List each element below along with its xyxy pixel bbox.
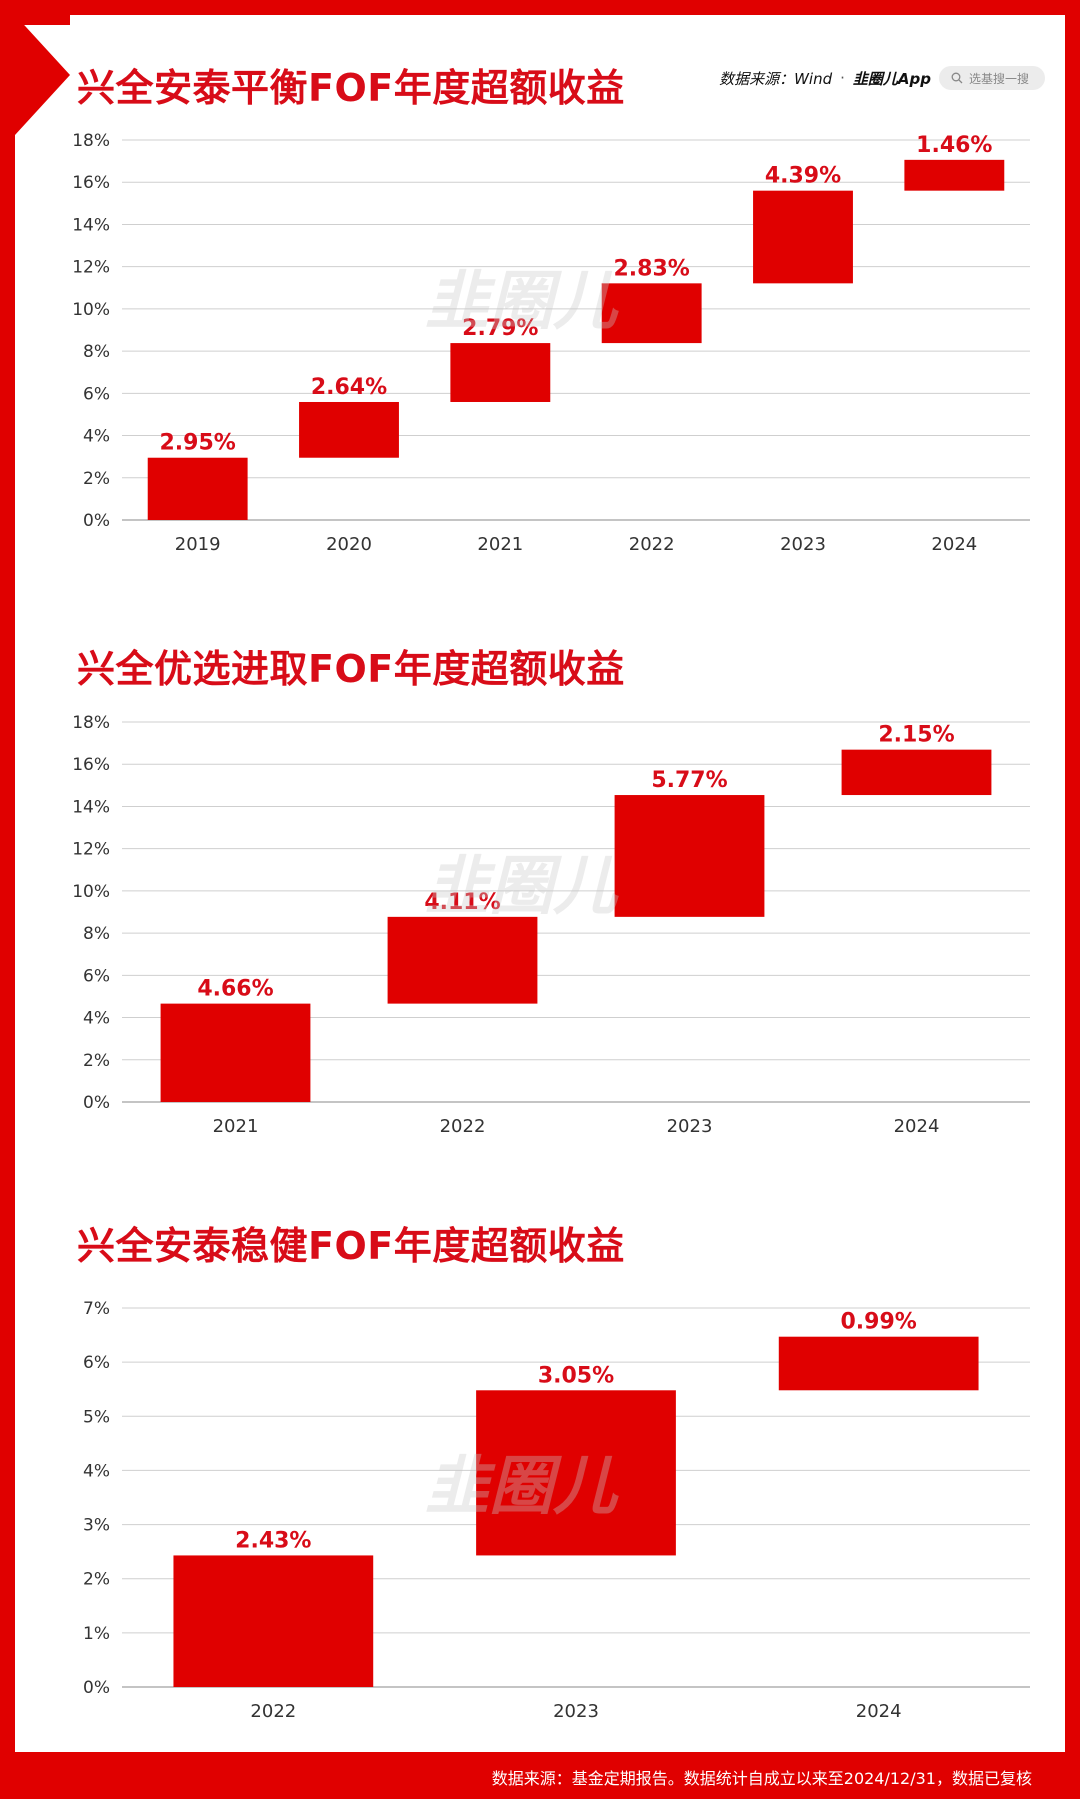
y-tick-label: 10% xyxy=(72,882,110,902)
chart-3: 0% 1% 2% 3% 4% 5% 6% 7% 2.43% 2022 3.05% 2023 0.99% 2… xyxy=(83,1299,1030,1722)
y-tick-label: 14% xyxy=(72,797,110,817)
search-icon xyxy=(951,72,963,84)
y-tick-label: 7% xyxy=(83,1299,110,1319)
waterfall-bar xyxy=(173,1555,374,1687)
y-tick-label: 4% xyxy=(83,427,110,447)
waterfall-bar xyxy=(778,1336,979,1391)
y-tick-label: 16% xyxy=(72,173,110,193)
waterfall-bar xyxy=(753,190,853,284)
y-tick-label: 3% xyxy=(83,1516,110,1536)
bar-value-label: 4.66% xyxy=(197,977,273,1002)
chart-2-title: 兴全优选进取FOF年度超额收益 xyxy=(77,647,625,691)
x-category-label: 2024 xyxy=(931,534,977,555)
waterfall-bar xyxy=(476,1390,676,1556)
x-category-label: 2024 xyxy=(856,1701,902,1722)
y-tick-label: 0% xyxy=(83,511,110,531)
y-tick-label: 1% xyxy=(83,1624,110,1644)
y-tick-label: 16% xyxy=(72,755,110,775)
waterfall-bar xyxy=(614,795,765,917)
source-text: 数据来源：Wind xyxy=(719,69,833,88)
y-tick-label: 12% xyxy=(72,840,110,860)
y-tick-label: 10% xyxy=(72,300,110,320)
x-category-label: 2023 xyxy=(553,1701,599,1722)
x-category-label: 2023 xyxy=(667,1116,713,1137)
chart-1-title: 兴全安泰平衡FOF年度超额收益 xyxy=(77,66,625,110)
chart-2: 0% 2% 4% 6% 8% 10% 12% 14% 16% 18% 4.66% 2021 4.11% 2… xyxy=(72,713,1030,1137)
content-panel: 数据来源：Wind · 韭圈儿App 选基搜一搜 兴全安泰平衡FOF年度超额收益… xyxy=(15,15,1065,1752)
waterfall-bar xyxy=(147,457,248,520)
bar-value-label: 2.15% xyxy=(878,723,954,748)
bar-value-label: 2.64% xyxy=(311,375,387,400)
chart-3-title: 兴全安泰稳健FOF年度超额收益 xyxy=(77,1224,625,1268)
waterfall-bar xyxy=(299,401,399,458)
y-tick-label: 14% xyxy=(72,215,110,235)
x-category-label: 2019 xyxy=(175,534,221,555)
bar-value-label: 4.39% xyxy=(765,164,841,189)
search-placeholder: 选基搜一搜 xyxy=(968,71,1029,86)
bar-value-label: 5.77% xyxy=(651,768,727,793)
y-tick-label: 0% xyxy=(83,1678,110,1698)
y-tick-label: 12% xyxy=(72,258,110,278)
bar-value-label: 2.79% xyxy=(462,316,538,341)
x-category-label: 2020 xyxy=(326,534,372,555)
y-tick-label: 18% xyxy=(72,713,110,733)
x-category-label: 2021 xyxy=(213,1116,259,1137)
bar-value-label: 4.11% xyxy=(424,890,500,915)
corner-arrow-decoration xyxy=(15,15,70,135)
y-tick-label: 8% xyxy=(83,924,110,944)
waterfall-bar xyxy=(904,159,1005,191)
x-category-label: 2022 xyxy=(629,534,675,555)
footer-note: 数据来源：基金定期报告。数据统计自成立以来至2024/12/31，数据已复核 xyxy=(491,1769,1032,1788)
waterfall-bar xyxy=(450,343,551,402)
bar-value-label: 2.95% xyxy=(160,431,236,456)
bar-value-label: 0.99% xyxy=(841,1310,917,1335)
y-tick-label: 2% xyxy=(83,1570,110,1590)
chart-1: 0% 2% 4% 6% 8% 10% 12% 14% 16% 18% 2.95% 2019 2.64% 2… xyxy=(72,131,1030,555)
y-tick-label: 2% xyxy=(83,469,110,489)
y-tick-label: 2% xyxy=(83,1051,110,1071)
y-tick-label: 6% xyxy=(83,1353,110,1373)
y-tick-label: 6% xyxy=(83,966,110,986)
app-logo: 韭圈儿App xyxy=(852,69,931,88)
bar-value-label: 1.46% xyxy=(916,133,992,158)
y-tick-label: 6% xyxy=(83,384,110,404)
x-category-label: 2024 xyxy=(894,1116,940,1137)
waterfall-bar xyxy=(841,749,992,796)
x-category-label: 2022 xyxy=(440,1116,486,1137)
x-category-label: 2022 xyxy=(250,1701,296,1722)
x-category-label: 2021 xyxy=(477,534,523,555)
y-tick-label: 4% xyxy=(83,1009,110,1029)
y-tick-label: 4% xyxy=(83,1461,110,1481)
bar-value-label: 3.05% xyxy=(538,1363,614,1388)
search-pill[interactable]: 选基搜一搜 xyxy=(938,66,1045,90)
source-separator: · xyxy=(840,69,845,87)
bar-value-label: 2.83% xyxy=(614,256,690,281)
bar-value-label: 2.43% xyxy=(235,1528,311,1553)
waterfall-bar xyxy=(387,916,538,1004)
x-category-label: 2023 xyxy=(780,534,826,555)
source-bar: 数据来源：Wind · 韭圈儿App 选基搜一搜 xyxy=(719,65,1045,91)
waterfall-bar xyxy=(160,1003,311,1102)
y-tick-label: 8% xyxy=(83,342,110,362)
y-tick-label: 5% xyxy=(83,1407,110,1427)
y-tick-label: 18% xyxy=(72,131,110,151)
y-tick-label: 0% xyxy=(83,1093,110,1113)
waterfall-bar xyxy=(601,283,702,344)
